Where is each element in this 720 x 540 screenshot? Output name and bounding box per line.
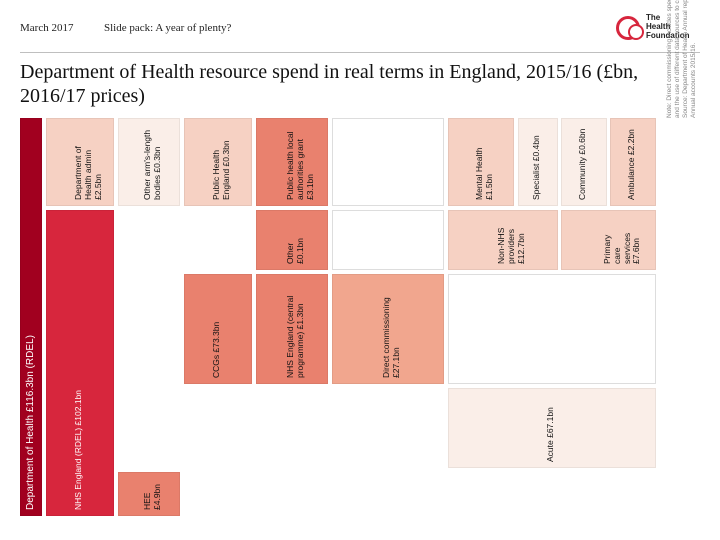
flow-box-label: NHS England (RDEL) £102.1bn [74,216,84,510]
header-date: March 2017 [20,22,73,34]
header-pack-title: Slide pack: A year of plenty? [104,22,231,34]
flow-box-label: Department of Health admin £2.5bn [74,124,103,200]
flow-box-label: NHS England (central programme) £1.3bn [286,280,306,378]
logo-ring-icon [628,24,644,40]
flow-box-label: Ambulance £2.2bn [627,124,637,200]
flow-box-r3d [448,274,656,384]
flow-box-label: Public Health England £0.3bn [212,124,232,200]
footnotes: Note: Direct commissioning includes spec… [666,0,702,118]
flow-box-label: Specialist £0.4bn [532,124,542,200]
footnote-line: Note: Direct commissioning includes spec… [666,0,682,118]
flow-box-label: Non-NHS providers £12.7bn [497,216,526,264]
flow-box-label: Direct commissioning £27.1bn [382,280,402,378]
flow-box-label: HEE £4.9bn [143,478,163,510]
flow-box-label: Community £0.6bn [578,124,588,200]
slide-title: Department of Health resource spend in r… [20,60,680,108]
flow-box-label: Acute £67.1bn [546,394,556,462]
flow-box-label: Other arm's-length bodies £0.3bn [143,124,163,200]
flow-box-label: Mental Health £1.5bn [475,124,495,200]
spend-flow-diagram: Department of Health £116.3bn (RDEL) Depa… [20,118,660,518]
flow-box-r2b [332,210,444,270]
flow-box-label: CCGs £73.3bn [212,280,222,378]
flow-box-label: Primary care services £7.6bn [603,216,642,264]
footnote-line: Source: Department of Health Annual repo… [682,0,698,118]
header: March 2017 Slide pack: A year of plenty?… [20,22,700,53]
flow-box-r1e [332,118,444,206]
slide: March 2017 Slide pack: A year of plenty?… [0,0,720,540]
flow-box-label: Public health local authorities grant £3… [286,124,315,200]
flow-box-label: Other £0.1bn [286,216,306,264]
flow-box-label: Department of Health £116.3bn (RDEL) [25,124,37,510]
